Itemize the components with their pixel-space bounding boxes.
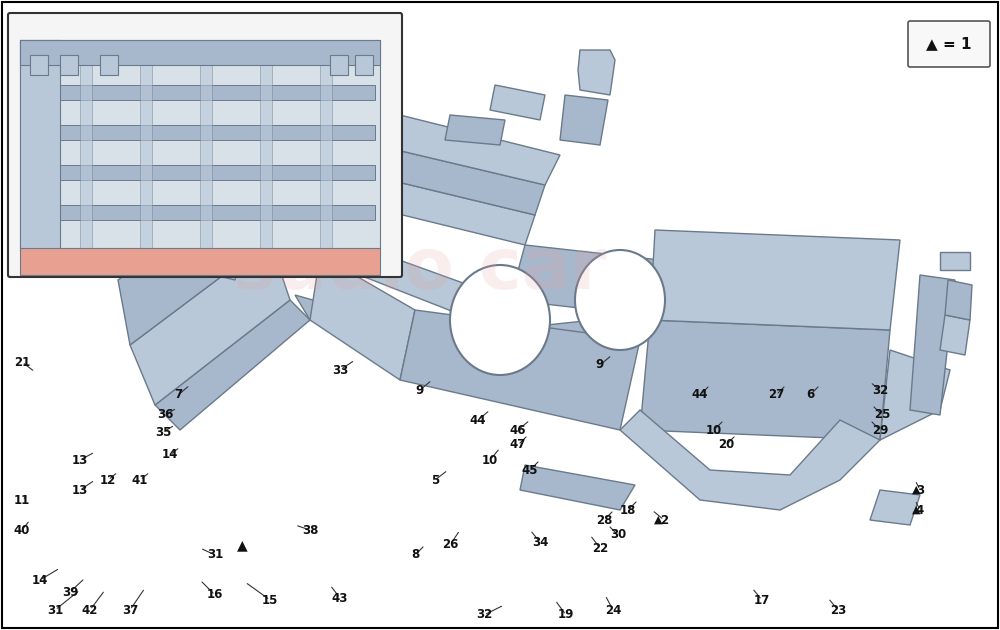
Text: 40: 40 [14, 524, 30, 537]
Text: 15: 15 [262, 593, 278, 607]
Text: 43: 43 [332, 592, 348, 605]
Polygon shape [560, 95, 608, 145]
Text: sudio car: sudio car [233, 236, 607, 304]
Ellipse shape [575, 250, 665, 350]
Text: 32: 32 [872, 384, 888, 396]
Polygon shape [270, 215, 510, 330]
FancyBboxPatch shape [908, 21, 990, 67]
Polygon shape [650, 230, 900, 330]
Text: 17: 17 [754, 593, 770, 607]
Text: 24: 24 [605, 604, 621, 617]
Text: 16: 16 [207, 588, 223, 602]
Text: 10: 10 [706, 423, 722, 437]
Polygon shape [260, 150, 535, 245]
Bar [189, 201, 197, 209]
Polygon shape [310, 255, 415, 380]
Text: 42: 42 [82, 604, 98, 617]
Text: 20: 20 [718, 438, 734, 452]
FancyBboxPatch shape [8, 13, 402, 277]
Text: 13: 13 [72, 483, 88, 496]
Bar [100, 55, 118, 75]
Text: 29: 29 [872, 423, 888, 437]
Polygon shape [945, 280, 972, 320]
Text: 10: 10 [482, 454, 498, 466]
Polygon shape [578, 50, 615, 95]
Text: 11: 11 [14, 493, 30, 507]
Text: ▲: ▲ [912, 485, 920, 495]
Polygon shape [320, 40, 332, 250]
Polygon shape [25, 205, 375, 220]
Text: 9: 9 [416, 384, 424, 396]
Text: 30: 30 [610, 529, 626, 542]
Text: 14: 14 [162, 449, 178, 462]
Text: 39: 39 [62, 585, 78, 598]
Text: 2: 2 [660, 513, 668, 527]
Polygon shape [490, 85, 545, 120]
Text: 5: 5 [431, 474, 439, 486]
Text: 21: 21 [14, 355, 30, 369]
Text: 33: 33 [332, 364, 348, 377]
Text: 31: 31 [207, 549, 223, 561]
Text: 46: 46 [510, 423, 526, 437]
Polygon shape [400, 310, 640, 430]
Polygon shape [520, 465, 635, 510]
Text: 37: 37 [122, 604, 138, 617]
Text: 9: 9 [596, 358, 604, 372]
Polygon shape [215, 250, 240, 280]
Text: 22: 22 [592, 542, 608, 554]
Text: 14: 14 [32, 573, 48, 587]
Text: 12: 12 [100, 474, 116, 486]
Polygon shape [620, 410, 880, 510]
Text: 36: 36 [157, 408, 173, 421]
Polygon shape [140, 40, 152, 250]
Text: 44: 44 [470, 413, 486, 427]
Text: 31: 31 [47, 604, 63, 617]
Polygon shape [295, 295, 510, 380]
Text: ▲ = 1: ▲ = 1 [926, 37, 972, 52]
Text: 27: 27 [768, 389, 784, 401]
Polygon shape [155, 300, 310, 430]
Polygon shape [260, 40, 272, 250]
Polygon shape [20, 40, 380, 65]
Text: 34: 34 [532, 536, 548, 549]
Text: 13: 13 [72, 454, 88, 466]
Polygon shape [265, 120, 545, 215]
Text: ▲: ▲ [912, 505, 920, 515]
Polygon shape [940, 315, 970, 355]
Polygon shape [870, 490, 920, 525]
Bar [196, 171, 204, 179]
Polygon shape [270, 85, 560, 185]
Bar [30, 55, 48, 75]
Polygon shape [25, 125, 375, 140]
Polygon shape [20, 40, 60, 250]
Text: 45: 45 [522, 464, 538, 476]
Bar [940, 252, 970, 270]
Polygon shape [510, 245, 660, 315]
Text: 23: 23 [830, 604, 846, 617]
Text: 3: 3 [916, 483, 924, 496]
Polygon shape [130, 240, 290, 405]
Text: 35: 35 [155, 425, 171, 438]
Text: ▲: ▲ [237, 538, 247, 552]
Polygon shape [880, 350, 950, 440]
Text: 7: 7 [174, 389, 182, 401]
Polygon shape [500, 315, 650, 355]
Polygon shape [25, 165, 375, 180]
Polygon shape [200, 40, 212, 250]
Text: 47: 47 [510, 438, 526, 452]
Bar [330, 55, 348, 75]
Polygon shape [25, 85, 375, 100]
Text: 8: 8 [411, 549, 419, 561]
Text: 25: 25 [874, 408, 890, 421]
Polygon shape [20, 40, 380, 250]
Text: 19: 19 [558, 609, 574, 622]
Bar [193, 186, 201, 194]
Text: 44: 44 [692, 389, 708, 401]
Polygon shape [445, 115, 505, 145]
Text: ▲: ▲ [654, 515, 662, 525]
Bar [355, 55, 373, 75]
Text: 38: 38 [302, 524, 318, 537]
Text: 4: 4 [916, 503, 924, 517]
Polygon shape [20, 248, 380, 275]
